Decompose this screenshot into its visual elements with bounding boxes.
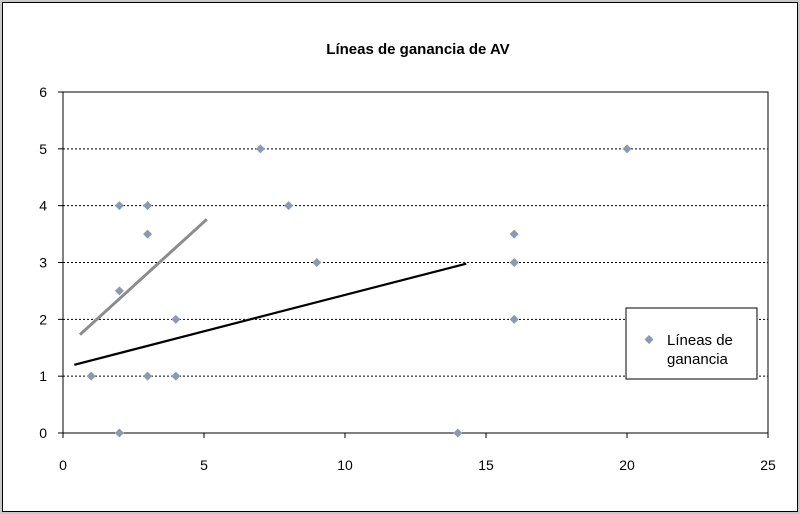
legend-label: Líneas de ganancia <box>667 332 737 368</box>
data-point <box>509 229 519 239</box>
x-tick-label: 25 <box>760 457 776 473</box>
data-point <box>453 428 463 438</box>
data-point <box>143 201 153 211</box>
data-point <box>114 201 124 211</box>
grid-lines <box>63 148 768 377</box>
y-tick-label: 5 <box>39 141 47 157</box>
legend-box <box>625 307 758 380</box>
data-point <box>114 286 124 296</box>
trend-line <box>78 218 208 336</box>
y-axis: 0 1 2 3 4 5 6 <box>39 84 63 441</box>
data-point <box>114 428 124 438</box>
data-point <box>255 144 265 154</box>
x-tick-label: 0 <box>59 457 67 473</box>
data-point <box>284 201 294 211</box>
trend-line <box>74 262 467 366</box>
data-point <box>171 314 181 324</box>
data-point <box>312 258 322 267</box>
chart-title: Líneas de ganancia de AV <box>326 41 509 58</box>
data-point <box>143 371 153 381</box>
x-tick-label: 15 <box>478 457 494 473</box>
y-tick-label: 1 <box>39 368 47 384</box>
x-tick-label: 20 <box>619 457 635 473</box>
x-axis: 0 5 10 15 20 25 <box>59 433 776 473</box>
x-tick-label: 5 <box>200 457 208 473</box>
trend-lines <box>74 218 467 366</box>
x-tick-label: 10 <box>337 457 353 473</box>
y-tick-label: 0 <box>39 425 47 441</box>
data-point <box>86 371 96 381</box>
legend-marker-icon <box>644 335 654 344</box>
data-point <box>509 314 519 324</box>
legend: Líneas de ganancia <box>625 307 758 380</box>
data-point <box>622 144 632 154</box>
y-tick-label: 4 <box>39 198 47 214</box>
data-points <box>86 144 632 438</box>
y-tick-label: 3 <box>39 255 47 271</box>
data-point <box>171 371 181 381</box>
y-tick-label: 6 <box>39 84 47 100</box>
data-point <box>143 229 153 239</box>
y-tick-label: 2 <box>39 311 47 327</box>
data-point <box>509 258 519 267</box>
